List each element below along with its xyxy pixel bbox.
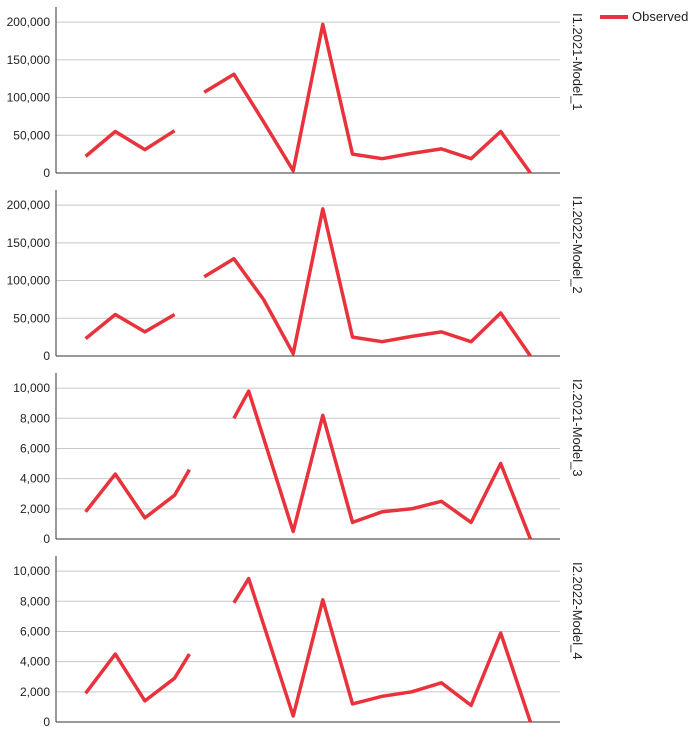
series-line-observed	[84, 129, 176, 158]
y-tick-label: 150,000	[7, 236, 51, 250]
series-line-observed	[84, 468, 191, 520]
series-line-observed	[232, 389, 533, 540]
y-tick-label: 2,000	[20, 685, 50, 699]
y-tick-label: 50,000	[13, 311, 50, 325]
legend: Observed	[600, 9, 688, 24]
y-tick-label: 100,000	[7, 91, 51, 105]
y-tick-label: 0	[43, 715, 50, 729]
series-line-observed	[203, 22, 532, 175]
y-tick-label: 0	[43, 349, 50, 363]
y-tick-label: 4,000	[20, 655, 50, 669]
panel-3: 0 2,000 4,000 6,000 8,000 10,000 I2.2021-Model…	[13, 373, 585, 546]
y-tick-label: 2,000	[20, 502, 50, 516]
y-tick-label: 100,000	[7, 274, 51, 288]
y-tick-label: 6,000	[20, 624, 50, 638]
y-tick-label: 200,000	[7, 15, 51, 29]
panel-label: I2.2022-Model_4	[570, 562, 585, 660]
y-tick-label: 8,000	[20, 594, 50, 608]
panel-label: I1.2021-Model_1	[570, 13, 585, 111]
series-line-observed	[84, 652, 191, 703]
panel-4: 0 2,000 4,000 6,000 8,000 10,000 I2.2022-Model…	[13, 556, 585, 729]
series-line-observed	[84, 312, 176, 340]
y-tick-label: 200,000	[7, 198, 51, 212]
y-tick-label: 10,000	[13, 381, 50, 395]
y-tick-label: 4,000	[20, 472, 50, 486]
y-tick-label: 6,000	[20, 441, 50, 455]
series-line-observed	[203, 207, 532, 357]
y-tick-label: 10,000	[13, 564, 50, 578]
panel-2: 0 50,000 100,000 150,000 200,000 I1.2022-Mode…	[7, 190, 585, 363]
panel-1: 0 50,000 100,000 150,000 200,000 I1.2021-Mode…	[7, 7, 585, 180]
y-tick-label: 50,000	[13, 128, 50, 142]
panel-label: I1.2022-Model_2	[570, 196, 585, 294]
legend-label-observed: Observed	[632, 9, 688, 24]
panel-label: I2.2021-Model_3	[570, 379, 585, 477]
y-tick-label: 150,000	[7, 53, 51, 67]
y-tick-label: 8,000	[20, 411, 50, 425]
y-tick-label: 0	[43, 532, 50, 546]
y-tick-label: 0	[43, 166, 50, 180]
series-line-observed	[232, 576, 533, 723]
